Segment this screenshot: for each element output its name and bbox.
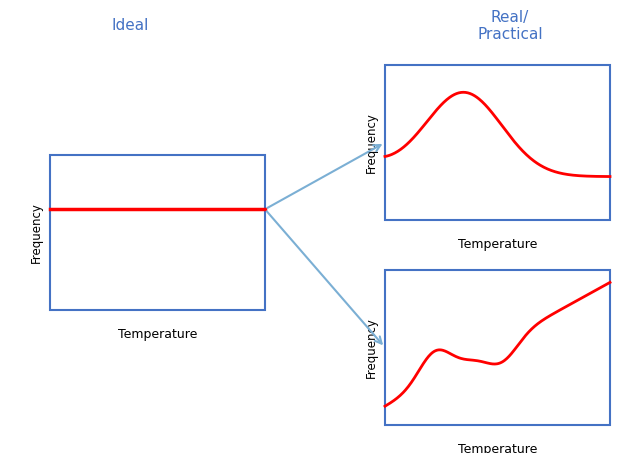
Bar (385, 270, 610, 425)
Text: Ideal: Ideal (111, 18, 149, 33)
Bar (385, 65, 610, 220)
Text: Temperature: Temperature (118, 328, 197, 341)
Text: Temperature: Temperature (458, 443, 537, 453)
Text: Frequency: Frequency (364, 112, 378, 173)
Text: Temperature: Temperature (458, 238, 537, 251)
Text: Frequency: Frequency (364, 317, 378, 378)
Bar (50, 155, 265, 310)
Text: Frequency: Frequency (29, 202, 43, 263)
Text: Real/
Practical: Real/ Practical (477, 10, 543, 43)
